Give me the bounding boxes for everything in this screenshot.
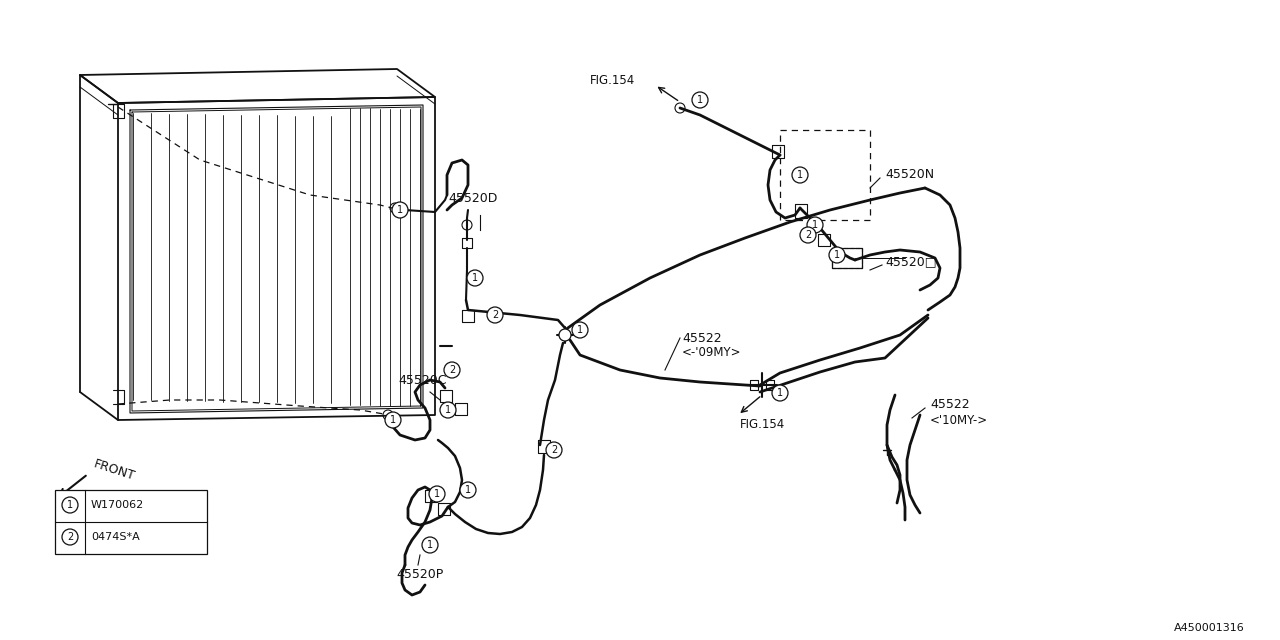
Circle shape	[572, 322, 588, 338]
Text: 45520C: 45520C	[398, 374, 447, 387]
Circle shape	[392, 202, 408, 218]
Circle shape	[792, 167, 808, 183]
Circle shape	[61, 497, 78, 513]
Text: FIG.154: FIG.154	[590, 74, 635, 86]
Circle shape	[444, 362, 460, 378]
Text: 2: 2	[67, 532, 73, 542]
Circle shape	[385, 412, 401, 428]
Circle shape	[61, 529, 78, 545]
Text: 1: 1	[434, 489, 440, 499]
Text: A450001316: A450001316	[1174, 623, 1245, 633]
Circle shape	[692, 92, 708, 108]
Text: <'10MY->: <'10MY->	[931, 413, 988, 426]
Text: 1: 1	[428, 540, 433, 550]
Text: 1: 1	[465, 485, 471, 495]
Text: 1: 1	[397, 205, 403, 215]
Circle shape	[422, 537, 438, 553]
Circle shape	[559, 329, 571, 341]
Text: W170062: W170062	[91, 500, 145, 510]
Text: 1: 1	[390, 415, 396, 425]
Text: <-'09MY>: <-'09MY>	[682, 346, 741, 358]
Circle shape	[486, 307, 503, 323]
Text: 2: 2	[492, 310, 498, 320]
Circle shape	[829, 247, 845, 263]
Text: 1: 1	[577, 325, 584, 335]
Text: 1: 1	[797, 170, 803, 180]
Circle shape	[800, 227, 817, 243]
Text: 2: 2	[449, 365, 456, 375]
Circle shape	[429, 486, 445, 502]
Text: 1: 1	[812, 220, 818, 230]
Text: 45520□: 45520□	[884, 255, 937, 269]
Text: 45522: 45522	[682, 332, 722, 344]
Bar	[55, 490, 207, 554]
Text: 45520N: 45520N	[884, 168, 934, 182]
Text: FIG.154: FIG.154	[740, 419, 785, 431]
Text: 2: 2	[805, 230, 812, 240]
Text: 1: 1	[67, 500, 73, 510]
Circle shape	[440, 402, 456, 418]
Text: 0474S*A: 0474S*A	[91, 532, 140, 542]
Circle shape	[806, 217, 823, 233]
Text: 45520D: 45520D	[448, 191, 498, 205]
Circle shape	[547, 442, 562, 458]
Text: 1: 1	[445, 405, 451, 415]
Circle shape	[467, 270, 483, 286]
Text: 2: 2	[550, 445, 557, 455]
Text: 45520P: 45520P	[397, 568, 444, 582]
Text: 1: 1	[696, 95, 703, 105]
Text: 45522: 45522	[931, 399, 970, 412]
Text: 1: 1	[472, 273, 477, 283]
Circle shape	[772, 385, 788, 401]
Text: FRONT: FRONT	[92, 457, 137, 483]
Text: 1: 1	[835, 250, 840, 260]
Circle shape	[460, 482, 476, 498]
Text: 1: 1	[777, 388, 783, 398]
